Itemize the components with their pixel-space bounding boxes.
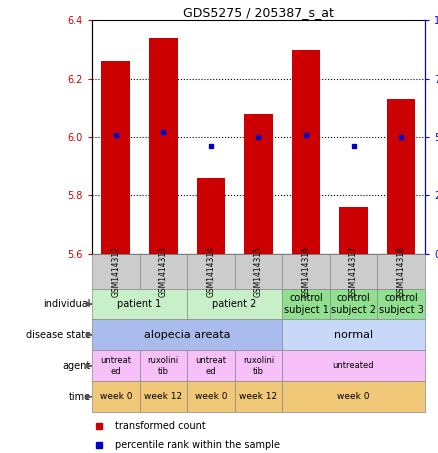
Text: untreated: untreated [333,361,374,371]
Text: week 0: week 0 [337,392,370,401]
Bar [339,207,368,254]
Text: patient 1: patient 1 [117,299,162,309]
Bar [92,319,282,351]
Bar [140,381,187,412]
Text: GSM1414316: GSM1414316 [301,246,311,297]
Bar [377,254,425,289]
Text: week 0: week 0 [194,392,227,401]
Bar [282,289,330,319]
Text: transformed count: transformed count [115,421,206,432]
Bar [92,381,140,412]
Bar [330,289,377,319]
Text: percentile rank within the sample: percentile rank within the sample [115,440,280,450]
Bar [140,351,187,381]
Text: individual: individual [43,299,91,309]
Bar [92,289,187,319]
Bar [244,114,273,254]
Bar [235,254,282,289]
Bar [282,351,425,381]
Bar [377,289,425,319]
Text: normal: normal [334,330,373,340]
Text: time: time [69,392,91,402]
Text: agent: agent [63,361,91,371]
Title: GDS5275 / 205387_s_at: GDS5275 / 205387_s_at [183,6,334,19]
Bar [187,254,235,289]
Bar [92,351,140,381]
Text: untreat
ed: untreat ed [100,356,131,376]
Text: alopecia areata: alopecia areata [144,330,230,340]
Bar [140,254,187,289]
Text: control
subject 3: control subject 3 [378,293,424,315]
Bar [387,99,415,254]
Text: week 12: week 12 [144,392,182,401]
Bar [102,61,130,254]
Bar [187,289,282,319]
Bar [187,351,235,381]
Text: control
subject 1: control subject 1 [283,293,328,315]
Text: ruxolini
tib: ruxolini tib [148,356,179,376]
Bar [197,178,225,254]
Text: week 0: week 0 [99,392,132,401]
Text: control
subject 2: control subject 2 [331,293,376,315]
Text: GSM1414314: GSM1414314 [206,246,215,297]
Bar [282,381,425,412]
Bar [187,381,235,412]
Text: untreat
ed: untreat ed [195,356,226,376]
Text: GSM1414317: GSM1414317 [349,246,358,297]
Bar [92,254,140,289]
Text: disease state: disease state [26,330,91,340]
Text: ruxolini
tib: ruxolini tib [243,356,274,376]
Text: GSM1414318: GSM1414318 [396,246,406,297]
Text: GSM1414313: GSM1414313 [159,246,168,297]
Text: patient 2: patient 2 [212,299,257,309]
Text: GSM1414315: GSM1414315 [254,246,263,297]
Bar [282,254,330,289]
Text: week 12: week 12 [239,392,278,401]
Bar [235,381,282,412]
Text: GSM1414312: GSM1414312 [111,246,120,297]
Bar [292,49,320,254]
Bar [149,38,177,254]
Bar [330,254,377,289]
Bar [235,351,282,381]
Bar [282,319,425,351]
